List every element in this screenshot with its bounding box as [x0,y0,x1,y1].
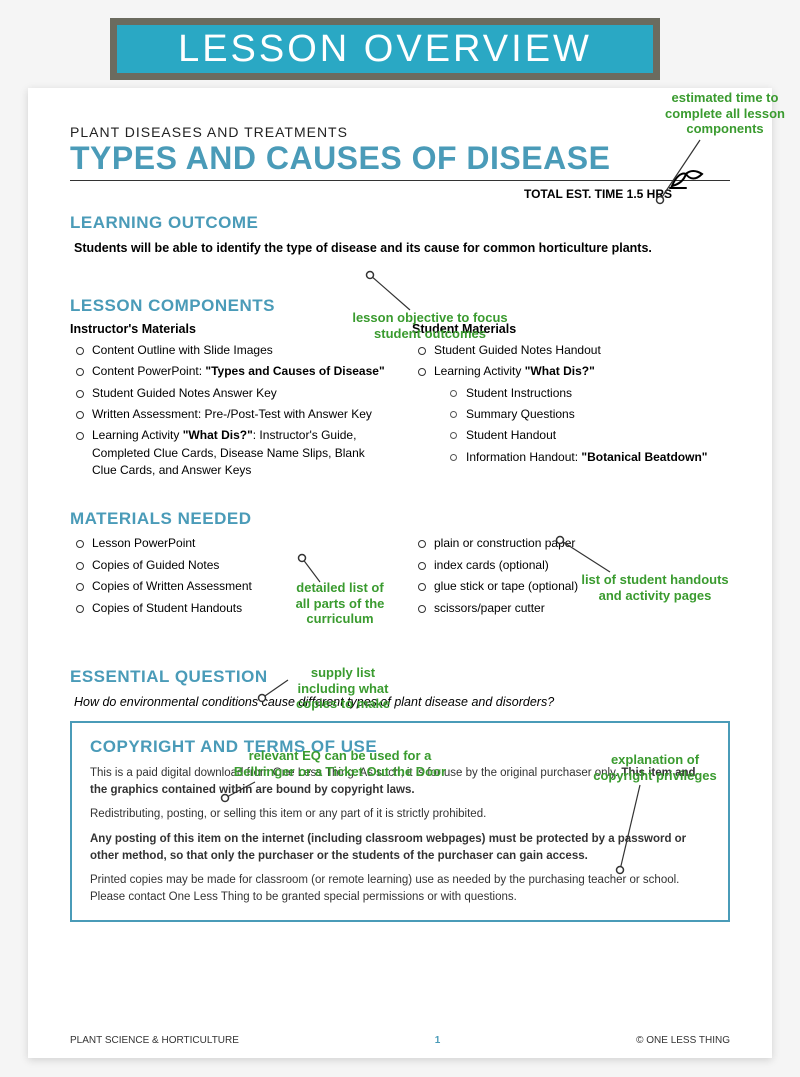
list-item: Student Guided Notes Handout [418,342,730,359]
copyright-p1: This is a paid digital download from One… [90,765,710,798]
footer-left: PLANT SCIENCE & HORTICULTURE [70,1035,239,1046]
footer-right: © ONE LESS THING [636,1035,730,1046]
title-rule [70,180,730,181]
heading-lesson-components: LESSON COMPONENTS [70,296,730,316]
list-item: Copies of Guided Notes [76,557,388,574]
heading-materials: MATERIALS NEEDED [70,509,730,529]
heading-copyright: COPYRIGHT AND TERMS OF USE [90,737,710,757]
list-item: glue stick or tape (optional) [418,578,730,595]
list-item: Learning Activity "What Dis?" Student In… [418,363,730,466]
list-item: Copies of Student Handouts [76,600,388,617]
plant-icon [666,164,706,192]
copyright-p4: Printed copies may be made for classroom… [90,872,710,905]
banner-inner: LESSON OVERVIEW [117,25,653,73]
heading-eq: ESSENTIAL QUESTION [70,667,730,687]
banner-text: LESSON OVERVIEW [178,28,592,71]
list-item: Summary Questions [450,406,730,423]
list-item: Content Outline with Slide Images [76,342,388,359]
list-item: Student Instructions [450,385,730,402]
page: PLANT DISEASES AND TREATMENTS TYPES AND … [28,88,772,1058]
list-item: Content PowerPoint: "Types and Causes of… [76,363,388,380]
lesson-title: TYPES AND CAUSES OF DISEASE [70,142,730,174]
list-item: Information Handout: "Botanical Beatdown… [450,449,730,466]
list-item: index cards (optional) [418,557,730,574]
list-item: Written Assessment: Pre-/Post-Test with … [76,406,388,423]
student-materials-heading: Student Materials [412,322,730,336]
lesson-components-cols: Instructor's Materials Content Outline w… [70,322,730,484]
student-list: Student Guided Notes Handout Learning Ac… [412,342,730,466]
list-item: plain or construction paper [418,535,730,552]
banner: LESSON OVERVIEW [110,18,660,80]
copyright-box: COPYRIGHT AND TERMS OF USE This is a pai… [70,721,730,922]
materials-left: Lesson PowerPoint Copies of Guided Notes… [70,535,388,617]
page-number: 1 [435,1035,441,1046]
list-item: Learning Activity "What Dis?": Instructo… [76,427,388,479]
list-item: Lesson PowerPoint [76,535,388,552]
title-block: PLANT DISEASES AND TREATMENTS TYPES AND … [70,124,730,174]
list-item: Student Guided Notes Answer Key [76,385,388,402]
copyright-p2: Redistributing, posting, or selling this… [90,806,710,823]
instructor-list: Content Outline with Slide Images Conten… [70,342,388,480]
time-line: TOTAL EST. TIME 1.5 HRS [70,187,730,201]
learning-outcome-text: Students will be able to identify the ty… [70,239,730,258]
list-item: scissors/paper cutter [418,600,730,617]
list-item: Copies of Written Assessment [76,578,388,595]
copyright-p3: Any posting of this item on the internet… [90,831,710,864]
student-sublist: Student Instructions Summary Questions S… [434,385,730,467]
footer: PLANT SCIENCE & HORTICULTURE 1 © ONE LES… [70,1035,730,1046]
instructor-materials-heading: Instructor's Materials [70,322,388,336]
unit-name: PLANT DISEASES AND TREATMENTS [70,124,730,140]
eq-text: How do environmental conditions cause di… [70,693,730,711]
materials-right: plain or construction paper index cards … [412,535,730,617]
materials-cols: Lesson PowerPoint Copies of Guided Notes… [70,535,730,621]
heading-learning-outcome: LEARNING OUTCOME [70,213,730,233]
list-item: Student Handout [450,427,730,444]
